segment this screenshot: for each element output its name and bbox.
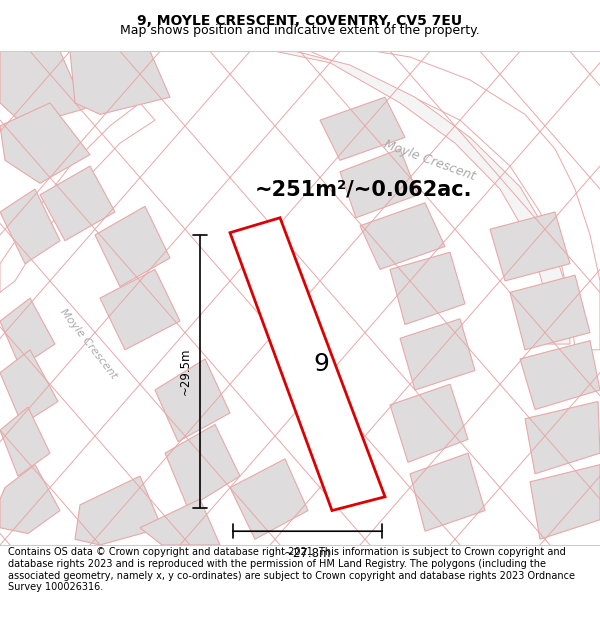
Text: Contains OS data © Crown copyright and database right 2021. This information is : Contains OS data © Crown copyright and d… <box>8 548 575 592</box>
Polygon shape <box>0 298 55 367</box>
Polygon shape <box>230 217 385 511</box>
Polygon shape <box>0 103 90 183</box>
Polygon shape <box>0 464 60 534</box>
Text: Moyle Crescent: Moyle Crescent <box>382 138 478 183</box>
Polygon shape <box>490 212 570 281</box>
Polygon shape <box>275 51 570 344</box>
Text: ~27.8m: ~27.8m <box>284 548 331 560</box>
Polygon shape <box>40 166 115 241</box>
Polygon shape <box>0 189 60 264</box>
Polygon shape <box>0 350 58 424</box>
Polygon shape <box>320 97 405 161</box>
Text: ~251m²/~0.062ac.: ~251m²/~0.062ac. <box>255 179 473 199</box>
Polygon shape <box>165 424 240 508</box>
Polygon shape <box>520 341 600 409</box>
Text: ~29.5m: ~29.5m <box>179 348 192 396</box>
Polygon shape <box>400 319 475 390</box>
Polygon shape <box>530 464 600 539</box>
Polygon shape <box>0 408 50 476</box>
Polygon shape <box>95 206 170 287</box>
Text: Map shows position and indicative extent of the property.: Map shows position and indicative extent… <box>120 24 480 37</box>
Polygon shape <box>340 149 418 218</box>
Polygon shape <box>360 203 445 269</box>
Polygon shape <box>155 359 230 442</box>
Polygon shape <box>70 51 170 114</box>
Polygon shape <box>100 269 180 350</box>
Polygon shape <box>0 103 155 292</box>
Polygon shape <box>510 275 590 350</box>
Polygon shape <box>410 453 485 531</box>
Polygon shape <box>0 51 85 126</box>
Polygon shape <box>525 401 600 474</box>
Polygon shape <box>390 384 468 462</box>
Text: 9: 9 <box>314 352 329 376</box>
Polygon shape <box>390 253 465 324</box>
Polygon shape <box>260 46 600 350</box>
Text: Moyle Crescent: Moyle Crescent <box>58 307 118 381</box>
Text: 9, MOYLE CRESCENT, COVENTRY, CV5 7EU: 9, MOYLE CRESCENT, COVENTRY, CV5 7EU <box>137 14 463 28</box>
Polygon shape <box>230 459 308 539</box>
Polygon shape <box>75 476 162 545</box>
Polygon shape <box>140 499 220 545</box>
